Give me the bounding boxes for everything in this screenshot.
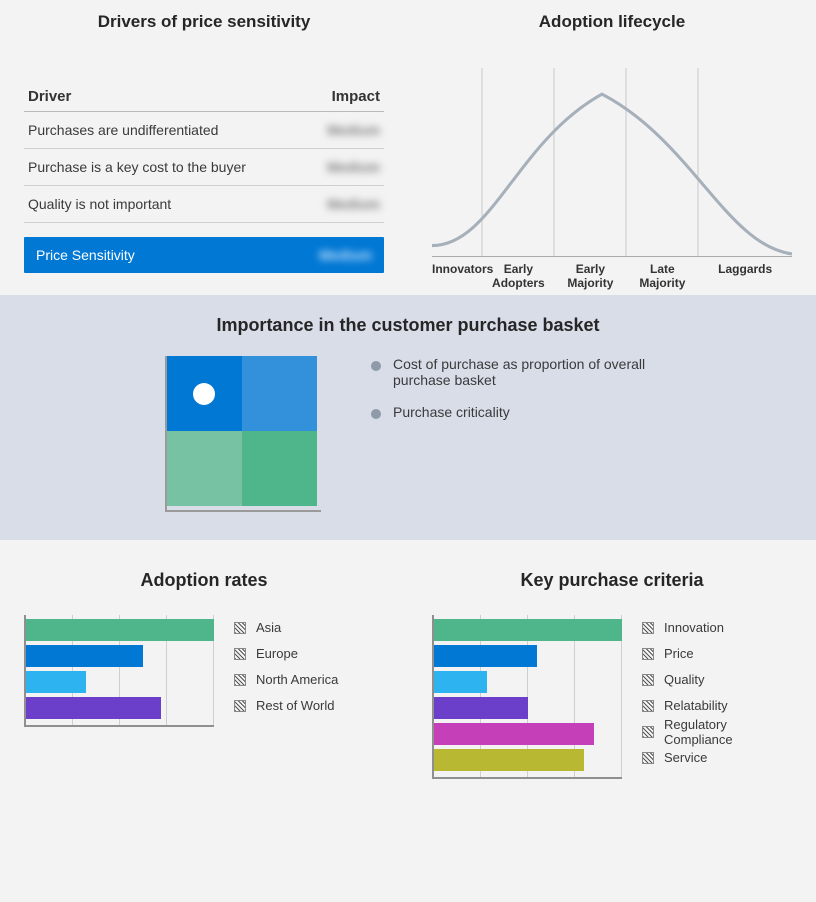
- lifecycle-segment-label: Laggards: [698, 257, 792, 291]
- driver-label: Purchases are undifferentiated: [28, 122, 218, 138]
- adoption-chart: Asia Europe North America Rest of World: [24, 615, 384, 727]
- bar: [434, 645, 537, 667]
- adoption-bars: [24, 615, 214, 727]
- legend-bullet-icon: [371, 361, 381, 371]
- legend-label: North America: [256, 672, 338, 687]
- legend-item: North America: [234, 667, 338, 693]
- legend-swatch-icon: [234, 674, 246, 686]
- criteria-bars: [432, 615, 622, 779]
- legend-item: Europe: [234, 641, 338, 667]
- lifecycle-chart: InnovatorsEarlyAdoptersEarlyMajorityLate…: [432, 68, 792, 291]
- legend-label: Asia: [256, 620, 281, 635]
- criteria-panel: Key purchase criteria Innovation Price Qua…: [408, 570, 816, 779]
- legend-item: Asia: [234, 615, 338, 641]
- legend-label: Service: [664, 750, 707, 765]
- legend-label: Relatability: [664, 698, 728, 713]
- legend-swatch-icon: [642, 622, 654, 634]
- quadrant-frame: [165, 356, 321, 512]
- bar: [434, 723, 594, 745]
- driver-label: Quality is not important: [28, 196, 171, 212]
- legend-label: Regulatory Compliance: [664, 717, 792, 747]
- bar: [26, 671, 86, 693]
- driver-label: Purchase is a key cost to the buyer: [28, 159, 246, 175]
- legend-swatch-icon: [234, 648, 246, 660]
- legend-item: Relatability: [642, 693, 792, 719]
- bar: [26, 619, 214, 641]
- criteria-title: Key purchase criteria: [432, 570, 792, 591]
- legend-label: Purchase criticality: [393, 404, 510, 420]
- importance-panel: Importance in the customer purchase bask…: [0, 295, 816, 540]
- importance-legend-item: Cost of purchase as proportion of overal…: [371, 356, 651, 388]
- footer-label: Price Sensitivity: [36, 247, 135, 263]
- adoption-panel: Adoption rates Asia Europe North America Re…: [0, 570, 408, 779]
- legend-label: Cost of purchase as proportion of overal…: [393, 356, 651, 388]
- col-driver: Driver: [28, 88, 71, 105]
- legend-label: Europe: [256, 646, 298, 661]
- legend-bullet-icon: [371, 409, 381, 419]
- driver-impact: Medium: [327, 122, 380, 138]
- lifecycle-segment-label: EarlyAdopters: [482, 257, 554, 291]
- bar: [434, 619, 622, 641]
- legend-item: Service: [642, 745, 792, 771]
- bar: [434, 697, 528, 719]
- legend-swatch-icon: [642, 700, 654, 712]
- legend-swatch-icon: [642, 752, 654, 764]
- quadrant-top-right: [242, 356, 317, 431]
- drivers-panel: Drivers of price sensitivity Driver Impa…: [0, 12, 408, 291]
- lifecycle-panel: Adoption lifecycle InnovatorsEarlyAdopte…: [408, 12, 816, 291]
- lifecycle-curve: [432, 68, 792, 256]
- drivers-row: Purchase is a key cost to the buyer Mediu…: [24, 149, 384, 186]
- top-row: Drivers of price sensitivity Driver Impa…: [0, 0, 816, 295]
- lifecycle-segment-label: Innovators: [432, 257, 482, 291]
- lifecycle-axis-labels: InnovatorsEarlyAdoptersEarlyMajorityLate…: [432, 256, 792, 291]
- lifecycle-title: Adoption lifecycle: [432, 12, 792, 32]
- legend-label: Rest of World: [256, 698, 335, 713]
- importance-legend-item: Purchase criticality: [371, 404, 651, 420]
- importance-title: Importance in the customer purchase bask…: [0, 315, 816, 336]
- adoption-title: Adoption rates: [24, 570, 384, 591]
- importance-legend: Cost of purchase as proportion of overal…: [371, 356, 651, 436]
- criteria-chart: Innovation Price Quality Relatability Regula…: [432, 615, 792, 779]
- legend-item: Price: [642, 641, 792, 667]
- drivers-row: Purchases are undifferentiated Medium: [24, 112, 384, 149]
- quadrant-chart: [167, 356, 317, 506]
- adoption-legend: Asia Europe North America Rest of World: [234, 615, 338, 727]
- drivers-table-head: Driver Impact: [24, 82, 384, 112]
- importance-body: Cost of purchase as proportion of overal…: [0, 356, 816, 512]
- col-impact: Impact: [332, 88, 380, 105]
- lifecycle-segment-label: EarlyMajority: [554, 257, 626, 291]
- legend-item: Innovation: [642, 615, 792, 641]
- legend-swatch-icon: [234, 700, 246, 712]
- legend-swatch-icon: [234, 622, 246, 634]
- legend-item: Quality: [642, 667, 792, 693]
- legend-label: Innovation: [664, 620, 724, 635]
- legend-swatch-icon: [642, 648, 654, 660]
- drivers-table: Driver Impact Purchases are undifferenti…: [24, 82, 384, 273]
- legend-swatch-icon: [642, 726, 654, 738]
- legend-item: Rest of World: [234, 693, 338, 719]
- quadrant-bottom-left: [167, 431, 242, 506]
- drivers-row: Quality is not important Medium: [24, 186, 384, 223]
- bar: [434, 749, 584, 771]
- lifecycle-segment-label: LateMajority: [626, 257, 698, 291]
- bottom-row: Adoption rates Asia Europe North America Re…: [0, 540, 816, 819]
- criteria-legend: Innovation Price Quality Relatability Regula…: [642, 615, 792, 779]
- quadrant-bottom-right: [242, 431, 317, 506]
- bar: [26, 697, 161, 719]
- driver-impact: Medium: [327, 196, 380, 212]
- legend-label: Price: [664, 646, 694, 661]
- legend-item: Regulatory Compliance: [642, 719, 792, 745]
- drivers-footer: Price Sensitivity Medium: [24, 237, 384, 273]
- drivers-title: Drivers of price sensitivity: [24, 12, 384, 32]
- driver-impact: Medium: [327, 159, 380, 175]
- legend-swatch-icon: [642, 674, 654, 686]
- bar: [434, 671, 487, 693]
- footer-impact: Medium: [319, 247, 372, 263]
- legend-label: Quality: [664, 672, 704, 687]
- quadrant-marker: [193, 383, 215, 405]
- bar: [26, 645, 143, 667]
